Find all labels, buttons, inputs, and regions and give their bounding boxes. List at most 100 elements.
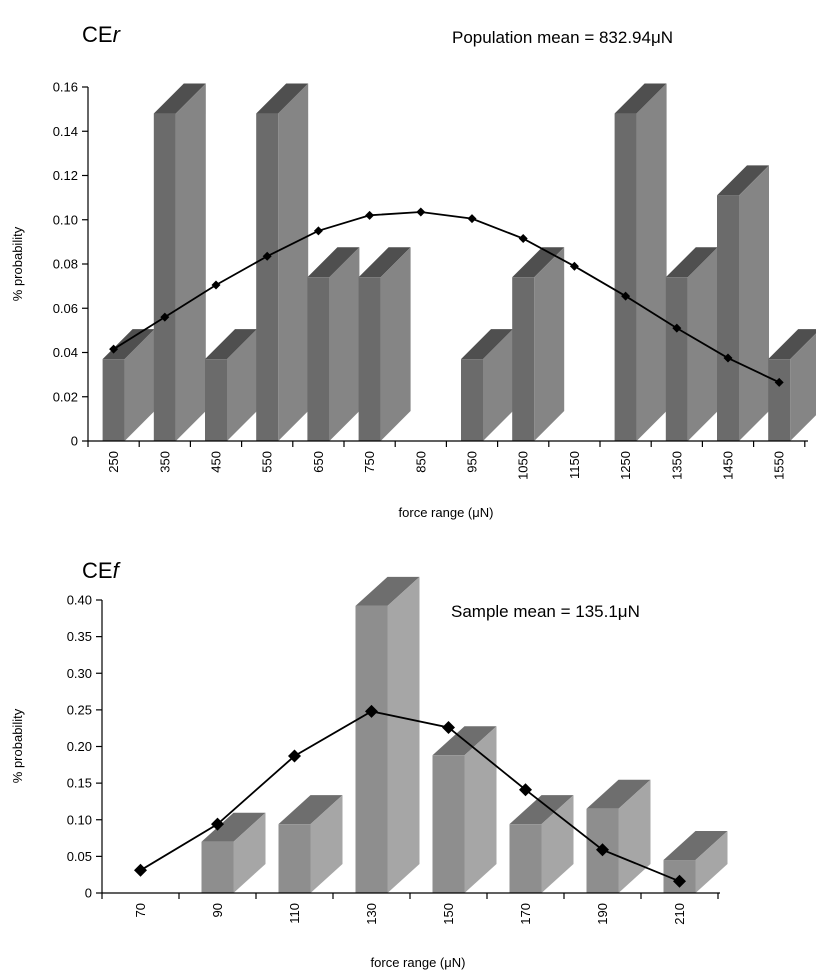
bar-side-face <box>739 165 769 441</box>
bar-top-face <box>665 247 718 278</box>
bar-top-face <box>278 795 343 825</box>
y-axis-label: % probability <box>10 708 25 783</box>
x-tick-label: 190 <box>595 903 610 925</box>
bar-top-face <box>307 247 360 278</box>
bar-550 <box>256 83 309 442</box>
bar-150 <box>432 726 497 893</box>
bar-front-face <box>355 605 388 893</box>
bar-350 <box>153 83 206 442</box>
bar-side-face <box>329 247 360 441</box>
chart-panel-cef: CEf Sample mean = 135.1μN 00.050.100.150… <box>10 558 728 970</box>
bar-side-face <box>227 329 257 441</box>
y-tick-label: 0.35 <box>67 629 92 644</box>
fit-marker-450 <box>211 280 221 290</box>
bar-90 <box>201 812 266 893</box>
bar-front-face <box>509 824 542 893</box>
y-tick-group: 0 0.02 0.04 0.06 0.08 0.10 0.12 0.14 0.16 <box>53 80 88 449</box>
x-tick-label: 1350 <box>669 451 684 480</box>
fit-marker-190 <box>596 843 609 857</box>
fit-marker-1250 <box>621 291 631 301</box>
y-tick-label: 0.05 <box>67 849 92 864</box>
bar-side-face <box>175 83 206 442</box>
bar-front-face <box>665 277 688 441</box>
fit-marker-group <box>134 704 686 888</box>
bar-top-face <box>256 83 309 114</box>
chart-title: CEf <box>82 558 122 583</box>
bar-110 <box>278 795 343 893</box>
y-tick-label: 0.14 <box>53 124 78 139</box>
bar-side-face <box>636 83 667 442</box>
bar-side-face <box>464 726 497 893</box>
x-tick-label: 750 <box>362 451 377 473</box>
x-tick-group: 250 350 450 550 650 750 850 950 1050 1150 1250 1350… <box>87 441 806 480</box>
x-tick-label: 1450 <box>721 451 736 480</box>
x-tick-label: 150 <box>441 903 456 925</box>
bar-top-face <box>768 329 816 360</box>
bar-top-face <box>512 247 565 278</box>
fit-marker-1450 <box>723 353 733 363</box>
fit-marker-130 <box>365 704 378 718</box>
bar-side-face <box>483 329 513 441</box>
fit-marker-170 <box>519 783 532 797</box>
bar-top-face <box>205 329 257 360</box>
fit-marker-1150 <box>569 261 579 271</box>
bar-group <box>102 83 816 442</box>
y-tick-label: 0.30 <box>67 666 92 681</box>
bar-side-face <box>534 247 565 441</box>
bar-1050 <box>512 247 565 441</box>
bar-950 <box>461 329 513 441</box>
bar-450 <box>205 329 257 441</box>
bar-front-face <box>461 359 483 441</box>
x-axis-label: force range (μN) <box>371 955 466 970</box>
bar-side-face <box>278 83 309 442</box>
y-tick-label: 0.10 <box>53 212 78 227</box>
bar-front-face <box>614 113 637 442</box>
y-tick-label: 0.16 <box>53 80 78 95</box>
y-tick-label: 0 <box>71 434 78 449</box>
y-tick-label: 0.15 <box>67 776 92 791</box>
bar-top-face <box>614 83 667 114</box>
fit-marker-110 <box>288 749 301 763</box>
x-axis-label: force range (μN) <box>399 505 494 520</box>
fit-curve <box>113 211 780 384</box>
bar-250 <box>102 329 155 441</box>
bar-170 <box>509 795 574 893</box>
bar-top-face <box>153 83 206 114</box>
x-tick-label: 1250 <box>618 451 633 480</box>
bar-top-face <box>201 812 266 842</box>
fit-marker-1050 <box>518 234 528 244</box>
y-tick-label: 0.06 <box>53 301 78 316</box>
bar-front-face <box>358 277 381 441</box>
bar-side-face <box>380 247 411 441</box>
x-tick-label: 210 <box>672 903 687 925</box>
chart-panel-cer: CEr Population mean = 832.94μN 0 0.02 0.04… <box>10 22 816 520</box>
y-tick-label: 0.40 <box>67 593 92 608</box>
bar-front-face <box>256 113 279 442</box>
bar-1350 <box>665 247 718 441</box>
x-tick-label: 350 <box>157 451 172 473</box>
y-tick-label: 0.25 <box>67 702 92 717</box>
y-tick-label: 0.20 <box>67 739 92 754</box>
bar-650 <box>307 247 360 441</box>
bar-side-face <box>310 795 343 893</box>
fit-curve <box>140 710 680 883</box>
bar-1450 <box>717 165 769 441</box>
bar-group <box>201 576 728 893</box>
bar-side-face <box>618 779 651 893</box>
fit-marker-750 <box>365 210 375 220</box>
bar-front-face <box>201 841 234 893</box>
bar-side-face <box>124 329 155 441</box>
x-tick-label: 90 <box>210 903 225 917</box>
bar-top-face <box>461 329 513 360</box>
bar-front-face <box>768 359 791 441</box>
bar-side-face <box>790 333 816 441</box>
bar-190 <box>586 779 651 893</box>
x-tick-label: 1050 <box>516 451 531 480</box>
bar-top-face <box>358 247 411 278</box>
x-tick-label: 450 <box>209 451 224 473</box>
bar-front-face <box>153 113 176 442</box>
fit-marker-group <box>109 207 784 387</box>
y-tick-label: 0.08 <box>53 257 78 272</box>
bar-front-face <box>102 359 125 441</box>
